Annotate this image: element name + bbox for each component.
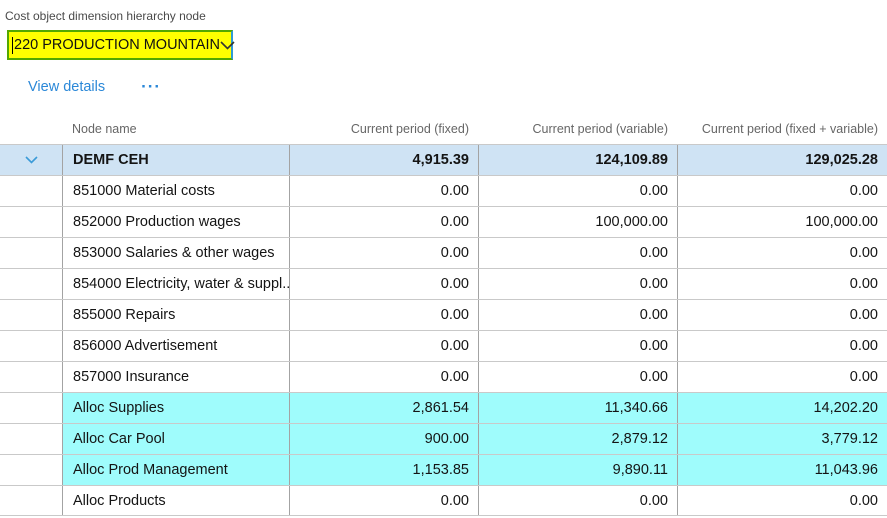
table-row[interactable]: 855000 Repairs 0.00 0.00 0.00	[0, 299, 887, 330]
table-row[interactable]: 853000 Salaries & other wages 0.00 0.00 …	[0, 237, 887, 268]
fixed-cell: 0.00	[289, 300, 478, 330]
variable-cell: 100,000.00	[478, 207, 677, 237]
total-cell: 0.00	[677, 269, 887, 299]
table-body: DEMF CEH 4,915.39 124,109.89 129,025.28 …	[0, 144, 887, 516]
total-cell: 14,202.20	[677, 393, 887, 423]
fixed-cell: 0.00	[289, 238, 478, 268]
row-expand-cell[interactable]	[0, 331, 62, 361]
row-expand-cell[interactable]	[0, 486, 62, 515]
more-options-icon[interactable]: ···	[141, 82, 161, 92]
node-name-cell: Alloc Products	[62, 486, 289, 515]
row-expand-cell[interactable]	[0, 145, 62, 175]
header-expand-column	[0, 114, 62, 144]
selected-node-value: 220 PRODUCTION MOUNTAIN	[14, 37, 220, 53]
header-current-period-total[interactable]: Current period (fixed + variable)	[677, 114, 887, 144]
table-row[interactable]: 852000 Production wages 0.00 100,000.00 …	[0, 206, 887, 237]
fixed-cell: 2,861.54	[289, 393, 478, 423]
total-cell: 11,043.96	[677, 455, 887, 485]
variable-cell: 0.00	[478, 362, 677, 392]
variable-cell: 0.00	[478, 331, 677, 361]
row-expand-cell[interactable]	[0, 300, 62, 330]
node-name-cell: 853000 Salaries & other wages	[62, 238, 289, 268]
node-name-cell: 856000 Advertisement	[62, 331, 289, 361]
row-expand-cell[interactable]	[0, 269, 62, 299]
variable-cell: 0.00	[478, 300, 677, 330]
total-cell: 0.00	[677, 176, 887, 206]
row-expand-cell[interactable]	[0, 176, 62, 206]
variable-cell: 0.00	[478, 238, 677, 268]
header-current-period-variable[interactable]: Current period (variable)	[478, 114, 677, 144]
row-expand-cell[interactable]	[0, 238, 62, 268]
node-name-cell: DEMF CEH	[62, 145, 289, 175]
total-cell: 0.00	[677, 486, 887, 515]
total-cell: 0.00	[677, 300, 887, 330]
cost-object-hierarchy-node-select[interactable]: 220 PRODUCTION MOUNTAIN	[7, 30, 233, 60]
toolbar: View details ···	[28, 77, 887, 97]
table-row[interactable]: Alloc Supplies 2,861.54 11,340.66 14,202…	[0, 392, 887, 423]
fixed-cell: 0.00	[289, 176, 478, 206]
hierarchy-table: Node name Current period (fixed) Current…	[0, 114, 887, 516]
node-name-cell: 854000 Electricity, water & suppl...	[62, 269, 289, 299]
variable-cell: 124,109.89	[478, 145, 677, 175]
header-current-period-fixed[interactable]: Current period (fixed)	[289, 114, 478, 144]
variable-cell: 9,890.11	[478, 455, 677, 485]
fixed-cell: 0.00	[289, 207, 478, 237]
text-cursor	[12, 37, 13, 54]
node-name-cell: 855000 Repairs	[62, 300, 289, 330]
total-cell: 0.00	[677, 331, 887, 361]
node-name-cell: Alloc Supplies	[62, 393, 289, 423]
fixed-cell: 0.00	[289, 486, 478, 515]
table-row[interactable]: DEMF CEH 4,915.39 124,109.89 129,025.28	[0, 144, 887, 175]
row-expand-cell[interactable]	[0, 393, 62, 423]
view-details-link[interactable]: View details	[28, 79, 105, 95]
total-cell: 3,779.12	[677, 424, 887, 454]
fixed-cell: 0.00	[289, 362, 478, 392]
node-name-cell: Alloc Prod Management	[62, 455, 289, 485]
total-cell: 100,000.00	[677, 207, 887, 237]
variable-cell: 2,879.12	[478, 424, 677, 454]
header-node-name[interactable]: Node name	[62, 114, 289, 144]
fixed-cell: 0.00	[289, 331, 478, 361]
node-name-cell: 857000 Insurance	[62, 362, 289, 392]
field-label: Cost object dimension hierarchy node	[5, 9, 887, 23]
node-name-cell: 851000 Material costs	[62, 176, 289, 206]
variable-cell: 11,340.66	[478, 393, 677, 423]
node-name-cell: Alloc Car Pool	[62, 424, 289, 454]
total-cell: 0.00	[677, 238, 887, 268]
variable-cell: 0.00	[478, 269, 677, 299]
table-row[interactable]: 856000 Advertisement 0.00 0.00 0.00	[0, 330, 887, 361]
chevron-down-icon	[220, 41, 235, 50]
node-name-cell: 852000 Production wages	[62, 207, 289, 237]
variable-cell: 0.00	[478, 176, 677, 206]
row-expand-cell[interactable]	[0, 207, 62, 237]
fixed-cell: 4,915.39	[289, 145, 478, 175]
table-row[interactable]: 854000 Electricity, water & suppl... 0.0…	[0, 268, 887, 299]
chevron-down-icon	[25, 156, 38, 164]
variable-cell: 0.00	[478, 486, 677, 515]
fixed-cell: 0.00	[289, 269, 478, 299]
fixed-cell: 1,153.85	[289, 455, 478, 485]
table-header-row: Node name Current period (fixed) Current…	[0, 114, 887, 144]
table-row[interactable]: 851000 Material costs 0.00 0.00 0.00	[0, 175, 887, 206]
table-row[interactable]: Alloc Car Pool 900.00 2,879.12 3,779.12	[0, 423, 887, 454]
row-expand-cell[interactable]	[0, 455, 62, 485]
table-row[interactable]: Alloc Prod Management 1,153.85 9,890.11 …	[0, 454, 887, 485]
table-row[interactable]: Alloc Products 0.00 0.00 0.00	[0, 485, 887, 516]
row-expand-cell[interactable]	[0, 362, 62, 392]
fixed-cell: 900.00	[289, 424, 478, 454]
total-cell: 0.00	[677, 362, 887, 392]
row-expand-cell[interactable]	[0, 424, 62, 454]
total-cell: 129,025.28	[677, 145, 887, 175]
table-row[interactable]: 857000 Insurance 0.00 0.00 0.00	[0, 361, 887, 392]
